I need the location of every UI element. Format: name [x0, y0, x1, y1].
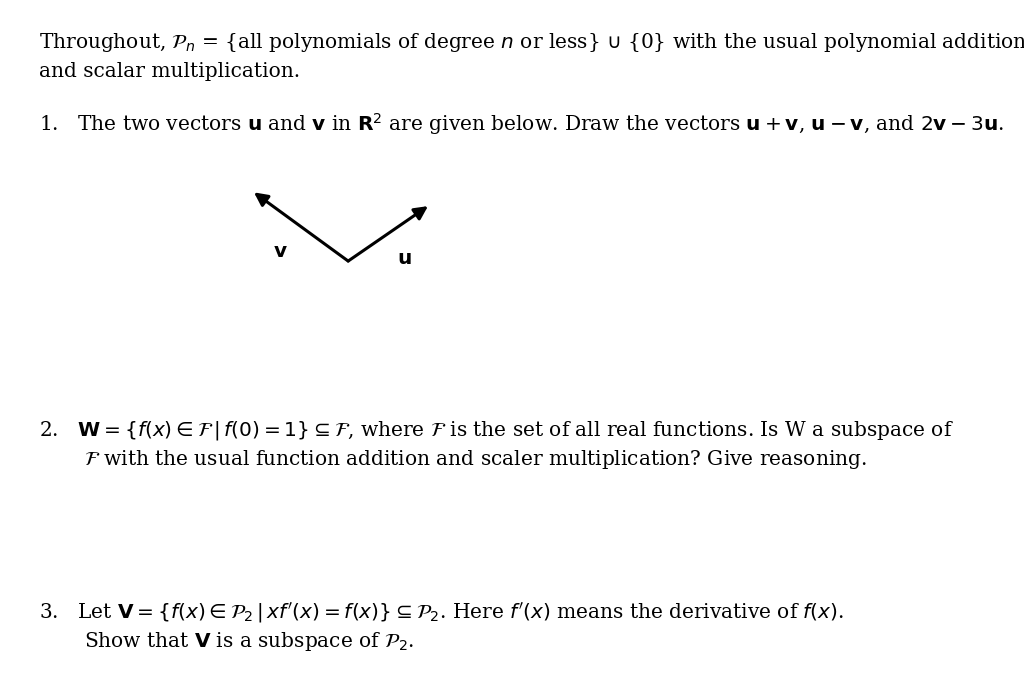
Text: $\mathbf{u}$: $\mathbf{u}$: [397, 249, 412, 268]
Text: and scalar multiplication.: and scalar multiplication.: [39, 62, 300, 81]
Text: 2.   $\mathbf{W} = \{f(x) \in \mathcal{F}\,|\,f(0) = 1\} \subseteq \mathcal{F}$,: 2. $\mathbf{W} = \{f(x) \in \mathcal{F}\…: [39, 419, 953, 442]
Text: Show that $\mathbf{V}$ is a subspace of $\mathcal{P}_2$.: Show that $\mathbf{V}$ is a subspace of …: [84, 630, 414, 653]
Text: 3.   Let $\mathbf{V} = \{f(x) \in \mathcal{P}_2\,|\,xf'(x) = f(x)\} \subseteq \m: 3. Let $\mathbf{V} = \{f(x) \in \mathcal…: [39, 601, 844, 625]
Text: 1.   The two vectors $\mathbf{u}$ and $\mathbf{v}$ in $\mathbf{R}^2$ are given b: 1. The two vectors $\mathbf{u}$ and $\ma…: [39, 111, 1005, 137]
Text: Throughout, $\mathbf{\mathcal{P}}_n$ = {all polynomials of degree $n$ or less} $: Throughout, $\mathbf{\mathcal{P}}_n$ = {…: [39, 31, 1024, 54]
Text: $\mathbf{v}$: $\mathbf{v}$: [273, 242, 288, 261]
Text: $\mathcal{F}$ with the usual function addition and scaler multiplication? Give r: $\mathcal{F}$ with the usual function ad…: [84, 448, 866, 471]
